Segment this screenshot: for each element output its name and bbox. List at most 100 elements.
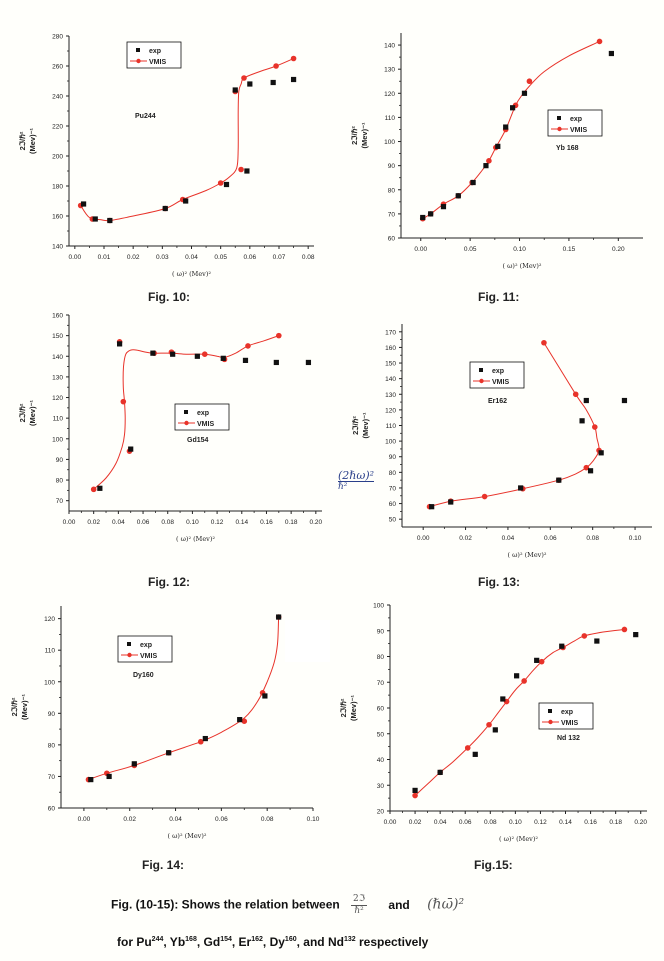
legend-box [469,361,525,389]
caption-line-2: for Pu244, Yb168, Gd154, Er162, Dy160, a… [117,935,428,949]
chart-fig13: 50 60 70 80 90 100 110 120 130 140 150 160 170 0.00 0.… [330,300,664,560]
caption-text: for Pu [117,935,152,949]
x-tick-label: 0.02 [127,254,140,261]
exp-point [128,446,134,452]
x-tick-label: 0.04 [434,819,447,826]
vmis-point [538,658,545,665]
vmis-point [581,633,588,639]
exp-point [106,773,112,780]
y-tick-label: 60 [389,501,397,508]
y-tick-label: 30 [377,783,385,790]
vmis-point [583,464,590,471]
exp-point [483,163,489,169]
y-tick-label: 150 [385,361,396,368]
exp-point [92,216,98,222]
exp-point [514,673,520,679]
legend-vmis-label: VMIS [570,127,587,134]
y-tick-label: 60 [388,236,396,243]
legend-exp-marker [127,642,131,646]
x-tick-label: 0.06 [244,254,257,261]
x-tick-label: 0.16 [260,519,273,526]
caption-fraction-num: 2ℑ [351,894,368,906]
exp-point [237,717,243,723]
x-tick-label: 0.00 [417,535,430,542]
y-tick-label: 110 [385,115,396,122]
y-axis-label-bottom: (Mev)⁻¹ [28,127,37,154]
legend-vmis-marker [557,126,562,132]
legend-exp-marker [184,410,188,414]
legend-vmis-label: VMIS [149,59,166,66]
vmis-line [93,335,279,490]
legend-exp-marker [548,709,552,713]
x-tick-label: 0.08 [161,519,174,526]
vmis-point [201,351,208,357]
x-tick-label: 0.04 [502,535,515,542]
legend: exp VMIS [126,41,182,69]
x-tick-label: 0.20 [612,246,625,253]
legend-box [174,403,230,431]
exp-point [594,638,600,644]
caption-expr: (ℏω̄)² [427,896,465,913]
caption-line-1: Fig. (10-15): Shows the relation between… [111,894,464,917]
nucleus-annotation: Nd 132 [557,735,580,742]
vmis-point [120,398,127,405]
caption-and: and [388,897,410,912]
x-tick-label: 0.00 [69,254,82,261]
chart-fig15-svg: 20 30 40 50 60 70 80 90 100 0.00 0.02 0.04 0.06 0.08 0… [339,603,647,844]
y-axis-label-bottom: (Mev)⁻¹ [361,412,370,439]
x-tick-label: 0.15 [563,246,576,253]
exp-point [183,198,189,204]
exp-point [608,50,614,57]
x-axis-label: ( ω)² (Mev)² [176,535,215,543]
chart-fig14: 60 70 80 90 100 110 120 0.00 0.02 0.04 0.06 0.08 0.1… [0,590,330,850]
y-tick-label: 120 [384,91,395,98]
exp-point [262,693,268,699]
x-tick-label: 0.14 [235,519,248,526]
x-axis-label: ( ω)² (Mev)² [503,262,542,270]
y-tick-label: 70 [389,485,397,492]
exp-point [472,751,478,757]
stray-formula-den: ℏ² [338,482,348,492]
chart-fig10-svg: 140 160 180 200 220 240 260 280 0.00 0.01 0.02 0.03… [18,34,315,279]
caption-fraction: 2ℑ ℏ² [351,894,368,917]
y-axis-label-bottom: (Mev)⁻¹ [28,399,37,426]
y-tick-label: 70 [56,498,64,505]
y-tick-label: 90 [377,628,385,635]
exp-point [521,90,528,96]
y-tick-label: 50 [377,731,385,738]
legend-vmis-marker [136,58,141,64]
legend-box [126,41,182,69]
exp-point [80,201,87,207]
y-axis-label: 2ℑ/ℏ² (Mev)⁻¹ [339,694,358,721]
y-tick-label: 140 [385,376,396,383]
x-axis-label: ( ω)² (Mev)² [168,832,207,840]
exp-point [587,468,594,474]
caption-superscript: 160 [284,936,297,943]
exp-point [495,143,501,149]
legend-exp-label: exp [140,642,152,649]
vmis-point [290,55,297,62]
y-axis-label-top: 2ℑ/ℏ² [339,698,348,717]
stray-formula-num: (2ℏω)² [338,469,375,482]
y-tick-label: 140 [52,244,63,251]
y-tick-label: 70 [388,211,396,218]
fig-label-14: Fig. 14: [142,858,185,872]
exp-point [534,657,540,663]
nucleus-annotation: Gd154 [187,437,209,444]
y-tick-label: 260 [52,64,63,71]
x-tick-label: 0.00 [63,519,76,526]
exp-point [556,477,562,483]
chart-fig12-svg: 70 80 90 100 110 120 130 140 150 160 0.00 0.02 0.04 0… [18,313,323,544]
legend-box [547,109,603,137]
exp-point [270,79,276,86]
exp-point [437,769,443,775]
vmis-point [273,63,279,69]
x-tick-label: 0.05 [214,254,227,261]
y-tick-label: 120 [52,395,63,402]
x-tick-label: 0.00 [384,819,397,826]
y-axis-label: 2ℑ/ℏ² (Mev)⁻¹ [18,127,37,154]
legend: exp VMIS [117,635,173,663]
y-tick-label: 90 [389,454,397,461]
x-tick-label: 0.00 [414,246,427,253]
legend-vmis-marker [184,420,189,426]
